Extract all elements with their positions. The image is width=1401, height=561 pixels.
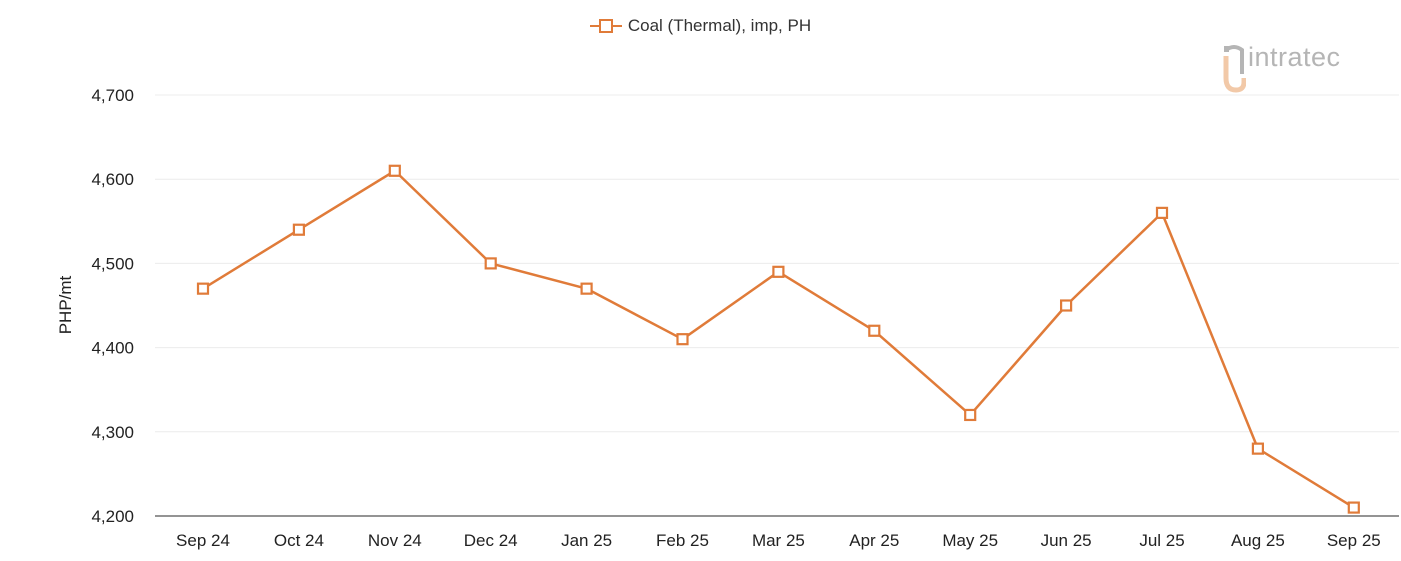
x-tick-label: Nov 24 [368, 531, 422, 550]
grid [155, 94, 1399, 433]
x-tick-label: Oct 24 [274, 531, 324, 550]
legend-label: Coal (Thermal), imp, PH [627, 16, 812, 35]
y-tick-label: 4,600 [91, 170, 134, 189]
logo-mark-icon [1223, 45, 1246, 93]
y-tick-label: 4,200 [91, 507, 134, 526]
data-point-marker [1251, 442, 1265, 455]
x-tick-label: Jan 25 [561, 531, 612, 550]
x-axis-ticks: Sep 24 Oct 24 Nov 24 Dec 24 Jan 25 Feb 25 Mar … [176, 531, 1381, 550]
legend-marker-icon [589, 19, 622, 33]
x-tick-label: Dec 24 [464, 531, 518, 550]
x-tick-label: Feb 25 [656, 531, 709, 550]
data-point-marker [388, 164, 401, 177]
x-tick-label: Sep 25 [1327, 531, 1381, 550]
x-tick-label: Aug 25 [1231, 531, 1285, 550]
data-point-marker [868, 324, 881, 337]
y-axis-title: PHP/mt [56, 275, 75, 334]
y-tick-label: 4,300 [91, 423, 134, 442]
x-tick-label: May 25 [942, 531, 998, 550]
y-tick-label: 4,400 [91, 339, 134, 358]
logo-text: intratec [1248, 42, 1341, 72]
data-point-marker [1059, 299, 1073, 312]
y-axis-ticks: 4,200 4,300 4,400 4,500 4,600 4,700 [91, 86, 134, 526]
series-line [202, 169, 1355, 509]
y-tick-label: 4,500 [91, 254, 134, 273]
x-tick-label: Sep 24 [176, 531, 230, 550]
data-point-marker [292, 223, 305, 236]
chart-legend: Coal (Thermal), imp, PH [0, 16, 1401, 39]
intratec-logo: intratec [1222, 44, 1341, 94]
data-point-marker [676, 333, 689, 346]
data-point-marker [964, 408, 977, 422]
data-point-marker [484, 257, 497, 270]
data-point-marker [772, 265, 785, 278]
series-coal-thermal [196, 164, 1360, 514]
data-point-marker [1155, 206, 1169, 219]
data-point-marker [196, 282, 210, 295]
x-tick-label: Apr 25 [849, 531, 899, 550]
data-point-marker [1347, 501, 1360, 514]
x-tick-label: Jun 25 [1041, 531, 1092, 550]
x-tick-label: Jul 25 [1139, 531, 1184, 550]
x-tick-label: Mar 25 [752, 531, 805, 550]
data-point-marker [580, 282, 593, 295]
y-tick-label: 4,700 [91, 86, 134, 105]
